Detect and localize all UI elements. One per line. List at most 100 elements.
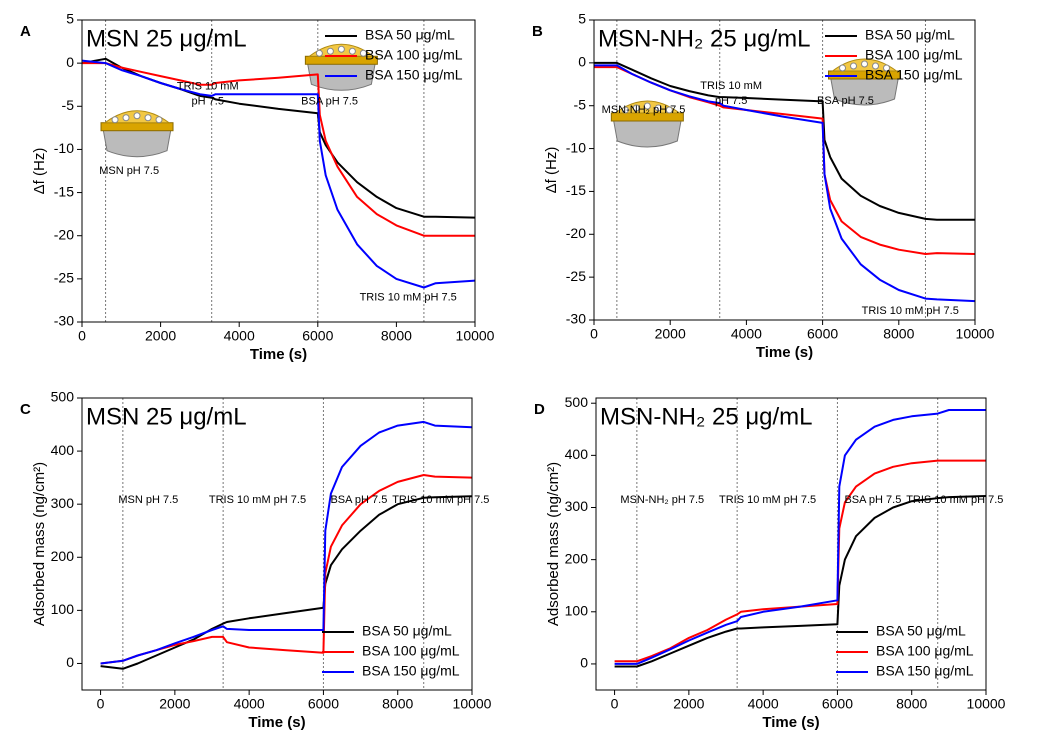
y-tick-label: 400 [565,446,589,462]
panel: D 0 2000 4000 6000 8000 10000 0 100 200 300 400 500 T… [534,394,1006,731]
sensor-icon [643,102,651,110]
annotation: pH 7.5 [192,95,224,107]
annotation: TRIS 10 mM pH 7.5 [906,494,1003,506]
legend-label: BSA 150 μg/mL [876,663,974,679]
x-tick-label: 10000 [956,326,995,342]
sensor-icon [102,128,172,158]
x-tick-label: 6000 [807,326,838,342]
plot-frame [595,397,987,691]
sensor-icon [122,114,130,122]
x-tick-label: 6000 [308,696,339,712]
y-axis-label: Adsorbed mass (ng/cm²) [31,462,48,626]
panel: B 0 2000 4000 6000 8000 10000 -30 -25 -20 -15 -10 -5… [532,11,995,361]
sensor-icon [315,49,323,57]
x-axis-label: Time (s) [248,714,305,731]
y-axis-label: Adsorbed mass (ng/cm²) [545,462,562,626]
annotation: MSN pH 7.5 [118,494,178,506]
x-tick-label: 4000 [234,696,265,712]
legend-label: BSA 150 μg/mL [365,67,463,83]
x-tick-label: 2000 [159,696,190,712]
y-tick-label: -30 [566,311,586,327]
plot-frame [81,19,476,323]
y-tick-label: -10 [54,140,74,156]
sensor-icon [359,49,367,57]
y-tick-label: -10 [566,139,586,155]
chart-title: MSN-NH₂ 25 μg/mL [600,403,813,430]
y-tick-label: -30 [54,313,74,329]
x-tick-label: 2000 [673,696,704,712]
y-tick-label: 5 [578,11,586,27]
annotation: BSA pH 7.5 [844,494,901,506]
x-tick-label: 10000 [967,696,1006,712]
x-tick-label: 6000 [302,328,333,344]
x-tick-label: 8000 [896,696,927,712]
y-tick-label: -20 [54,226,74,242]
x-axis-label: Time (s) [756,344,813,361]
y-tick-label: -5 [62,97,75,113]
chart-title: MSN 25 μg/mL [86,403,247,430]
x-tick-label: 0 [611,696,619,712]
x-axis-label: Time (s) [762,714,819,731]
y-axis-label: Δf (Hz) [31,148,48,195]
legend-label: BSA 50 μg/mL [876,623,966,639]
annotation: TRIS 10 mM pH 7.5 [392,494,489,506]
data-line [614,495,987,668]
x-tick-label: 4000 [224,328,255,344]
panel-label: B [532,23,543,40]
plot-frame [593,19,976,321]
y-tick-label: 0 [66,54,74,70]
data-line [100,495,473,670]
y-tick-label: 200 [51,548,75,564]
y-tick-label: -15 [54,183,74,199]
sensor-icon [133,112,141,120]
annotation: TRIS 10 mM pH 7.5 [719,494,816,506]
sensor-icon [326,47,334,55]
y-tick-label: 100 [565,602,589,618]
data-line [82,62,475,237]
legend-label: BSA 50 μg/mL [365,27,455,43]
x-tick-label: 0 [97,696,105,712]
data-line [594,61,975,221]
x-tick-label: 4000 [748,696,779,712]
y-tick-label: 5 [66,11,74,27]
sensor-icon [111,116,119,124]
y-tick-label: 200 [565,550,589,566]
x-axis-label: Time (s) [250,346,307,363]
sensor-icon [155,116,163,124]
sensor-icon [829,76,900,106]
legend-label: BSA 150 μg/mL [362,663,460,679]
legend-label: BSA 100 μg/mL [365,47,463,63]
data-line [81,59,476,289]
data-line [594,64,976,303]
data-line [614,409,986,665]
annotation: MSN pH 7.5 [99,165,159,177]
sensor-icon [337,45,345,53]
x-tick-label: 8000 [883,326,914,342]
x-tick-label: 10000 [453,696,492,712]
legend-label: BSA 50 μg/mL [362,623,452,639]
y-tick-label: 0 [580,655,588,671]
x-tick-label: 2000 [145,328,176,344]
panel: A 0 2000 4000 6000 8000 10000 -30 -25 -20 -15 -10 -5… [20,11,495,363]
annotation: TRIS 10 mM pH 7.5 [209,494,306,506]
x-tick-label: 4000 [731,326,762,342]
x-tick-label: 8000 [382,696,413,712]
annotation: MSN-NH₂ pH 7.5 [602,104,686,116]
sensor-icon [665,106,673,114]
annotation: pH 7.5 [715,95,747,107]
y-tick-label: 300 [51,495,75,511]
y-tick-label: -25 [566,268,586,284]
annotation: TRIS 10 mM [700,80,762,92]
x-tick-label: 2000 [655,326,686,342]
panel-label: A [20,23,31,40]
data-line [594,66,976,255]
sensor-icon [144,114,152,122]
y-axis-label: Δf (Hz) [543,147,560,194]
x-tick-label: 0 [590,326,598,342]
sensor-icon [839,64,847,72]
annotation: BSA pH 7.5 [817,95,874,107]
sensor-icon [632,104,640,112]
y-tick-label: 400 [51,442,75,458]
sensor-icon [621,106,629,114]
